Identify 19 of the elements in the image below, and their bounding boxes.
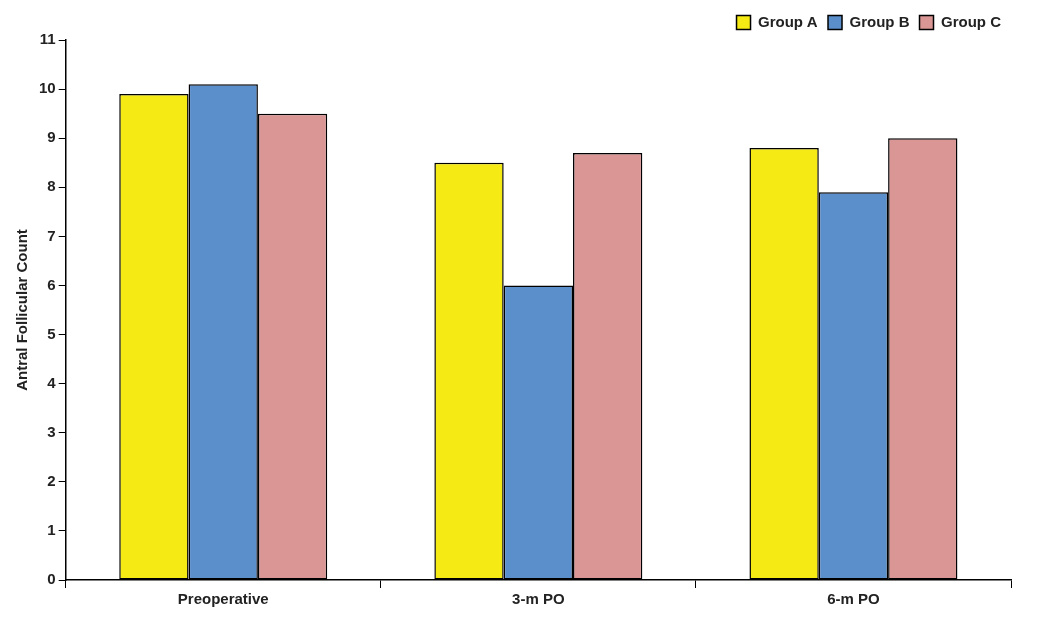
legend-label: Group B (849, 12, 910, 30)
y-axis-title: Antral Follicular Count (13, 229, 31, 391)
x-tick-label: Preoperative (177, 590, 269, 608)
x-tick-label: 6-m PO (827, 590, 881, 608)
y-tick-label: 4 (47, 373, 57, 391)
y-tick-label: 9 (47, 128, 56, 146)
legend-label: Group C (941, 12, 1002, 30)
y-tick-label: 2 (47, 471, 56, 489)
y-tick-label: 5 (47, 324, 56, 342)
x-tick-label: 3-m PO (512, 590, 565, 608)
y-tick-label: 8 (47, 177, 56, 195)
y-tick-label: 6 (47, 275, 56, 293)
y-tick-label: 11 (39, 30, 56, 48)
y-tick-label: 7 (47, 226, 56, 244)
y-tick-label: 0 (47, 570, 56, 588)
legend-label: Group A (758, 12, 818, 30)
y-tick-label: 3 (47, 422, 56, 440)
y-tick-label: 10 (39, 79, 56, 97)
y-tick-label: 1 (47, 521, 56, 539)
